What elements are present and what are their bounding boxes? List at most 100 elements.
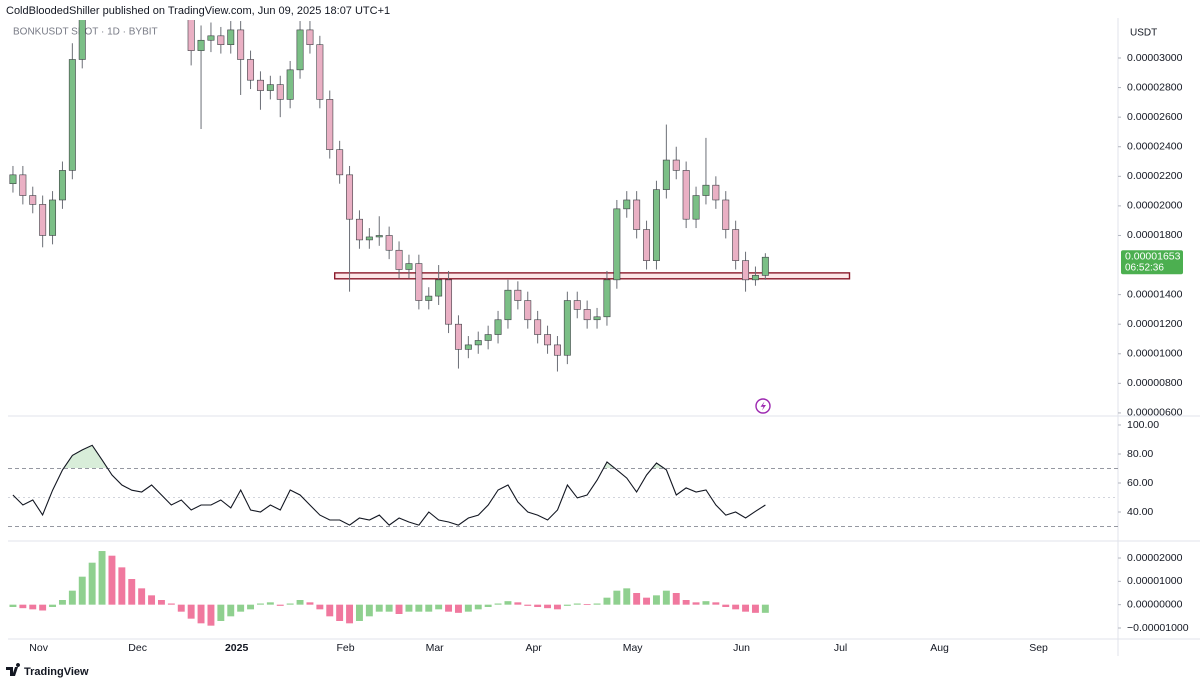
candle-body — [435, 279, 443, 297]
candle-body — [9, 174, 17, 185]
macd-histogram-bar — [692, 602, 700, 605]
candle-body — [544, 334, 552, 346]
candle-body — [484, 334, 492, 341]
y-tick-label: 40.00 — [1127, 506, 1153, 518]
axes: 0.00000600 0.00000800 0.00001000 0.00001200… — [29, 52, 1188, 654]
macd-histogram-bar — [702, 601, 710, 605]
macd-histogram-bar — [672, 593, 680, 605]
macd-histogram-bar — [544, 604, 552, 609]
candle-body — [326, 99, 334, 150]
macd-histogram-bar — [633, 593, 641, 605]
support-zone — [334, 272, 851, 280]
y-tick-label: 80.00 — [1127, 448, 1153, 460]
candle-body — [197, 39, 205, 51]
macd-histogram-bar — [524, 604, 532, 606]
macd-histogram-bar — [247, 604, 255, 610]
candle-body — [405, 263, 413, 270]
candle-body — [751, 275, 759, 281]
x-tick-label: 2025 — [225, 642, 249, 654]
macd-histogram-bar — [563, 604, 571, 606]
y-tick-label: 0.00001200 — [1127, 318, 1183, 330]
macd-histogram-bar — [603, 597, 611, 605]
y-tick-label: 100.00 — [1127, 419, 1159, 431]
candle-body — [474, 340, 482, 346]
candle-body — [385, 235, 393, 251]
candle-body — [217, 35, 225, 45]
candle-body — [534, 319, 542, 335]
candle-body — [29, 195, 37, 205]
macd-histogram-bar — [306, 602, 314, 605]
macd-histogram-bar — [197, 604, 205, 624]
candle-body — [613, 208, 621, 281]
candle-body — [593, 316, 601, 321]
macd-histogram-bar — [207, 604, 215, 626]
macd-histogram-bar — [751, 604, 759, 613]
x-tick-label: Sep — [1029, 642, 1048, 654]
alert-icon[interactable] — [755, 398, 771, 414]
candle-body — [365, 236, 373, 241]
candle-body — [395, 249, 403, 270]
candle-body — [346, 174, 354, 220]
macd-histogram-bar — [534, 604, 542, 608]
macd-histogram-bar — [553, 604, 561, 610]
macd-histogram-bar — [445, 604, 453, 612]
macd-histogram-bar — [266, 602, 274, 605]
candle-body — [643, 229, 651, 261]
candle-body — [603, 279, 611, 318]
candle-body — [732, 229, 740, 261]
macd-histogram-bar — [326, 604, 334, 617]
candle-body — [187, 20, 195, 51]
macd-histogram-bar — [593, 603, 601, 605]
macd-histogram-bar — [237, 604, 245, 612]
macd-histogram-bar — [395, 604, 403, 614]
y-tick-label: 0.00001400 — [1127, 288, 1183, 300]
macd-histogram-bar — [504, 601, 512, 605]
candle-body — [553, 344, 561, 356]
candle-body — [692, 195, 700, 220]
candle-body — [722, 199, 730, 230]
candle-body — [464, 344, 472, 350]
macd-histogram-bar — [336, 604, 344, 621]
candle-body — [266, 84, 274, 91]
y-tick-label: 0.00002000 — [1127, 200, 1183, 212]
macd-histogram-bar — [286, 603, 294, 605]
macd-histogram-bar — [385, 604, 393, 612]
x-tick-label: Nov — [29, 642, 48, 654]
macd-histogram-bar — [58, 600, 66, 605]
y-tick-label: 0.00001000 — [1127, 348, 1183, 360]
candle-body — [761, 256, 769, 276]
candle-body — [504, 289, 512, 321]
macd-histogram-bar — [316, 604, 324, 610]
candle-body — [445, 279, 453, 325]
macd-histogram-bar — [464, 604, 472, 612]
macd-histogram-bar — [217, 604, 225, 621]
brand-logo[interactable]: TradingView — [6, 663, 89, 678]
macd-histogram-bar — [652, 595, 660, 605]
macd-histogram-bar — [583, 604, 591, 606]
candle-body — [494, 319, 502, 335]
macd-histogram-bar — [662, 590, 670, 605]
candle-body — [306, 29, 314, 45]
y-tick-label: −0.00001000 — [1127, 622, 1189, 634]
candle-body — [207, 35, 215, 41]
candle-body — [573, 300, 581, 310]
macd-histogram-bar — [78, 576, 86, 605]
macd-histogram-bar — [682, 600, 690, 605]
y-tick-label: 0.00001800 — [1127, 229, 1183, 241]
price-pane — [9, 20, 851, 372]
x-tick-label: Jul — [834, 642, 847, 654]
candle-body — [78, 20, 86, 60]
candle-body — [276, 84, 284, 100]
x-tick-label: Jun — [733, 642, 750, 654]
macd-histogram-bar — [68, 590, 76, 605]
candle-body — [375, 235, 383, 238]
candle-body — [49, 199, 57, 236]
macd-histogram-bar — [623, 588, 631, 605]
x-tick-label: Dec — [128, 642, 147, 654]
y-tick-label: 0.00001000 — [1127, 575, 1183, 587]
brand[interactable]: TradingView — [24, 666, 89, 678]
y-tick-label: 0.00000000 — [1127, 598, 1183, 610]
last-price-box — [1121, 250, 1183, 275]
candle-body — [524, 300, 532, 321]
